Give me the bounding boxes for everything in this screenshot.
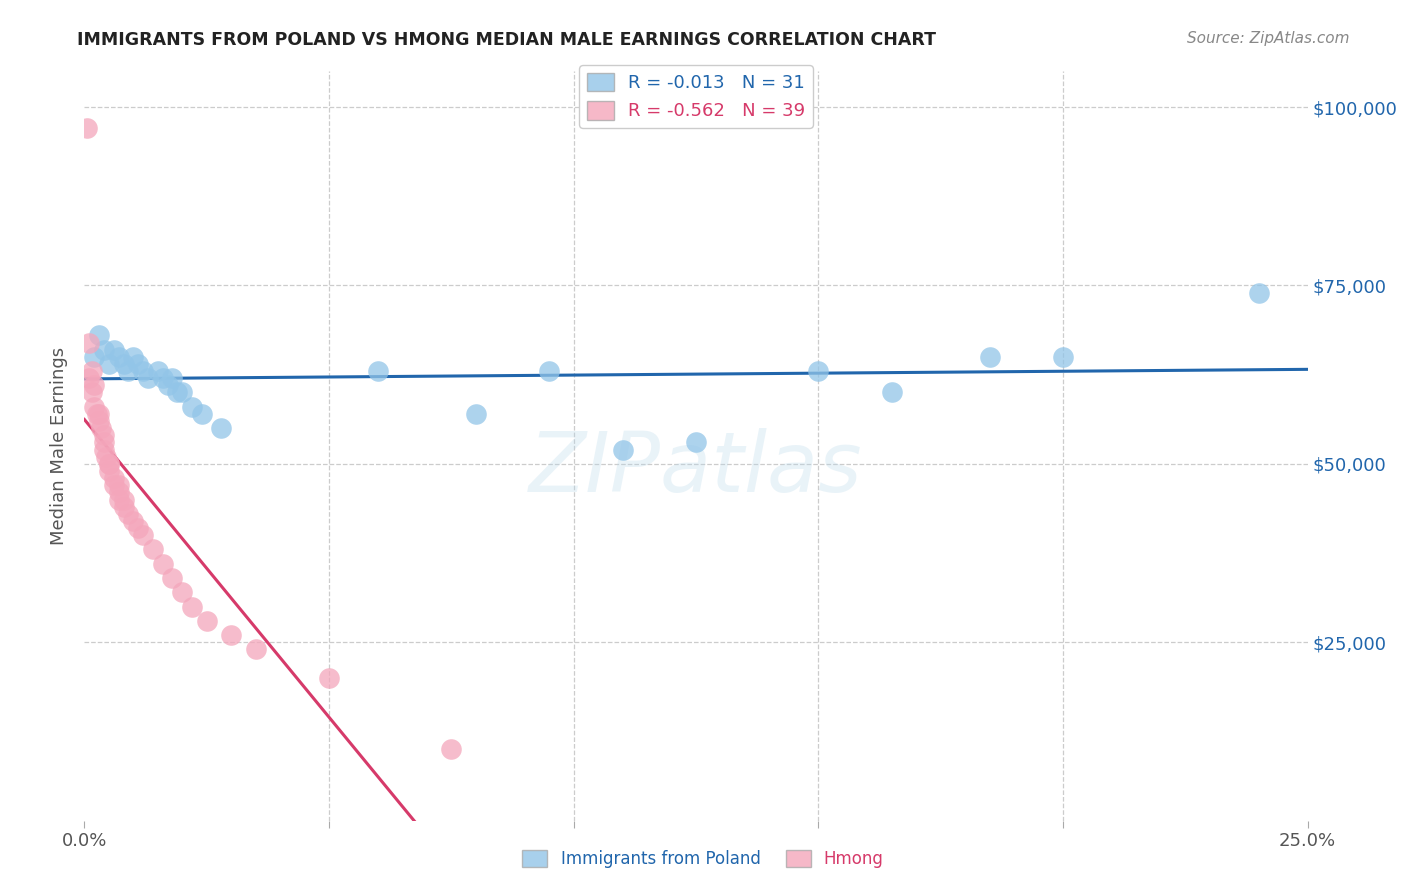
- Point: [87, 407, 110, 421]
- Point: [83, 350, 105, 364]
- Point: [538, 364, 561, 378]
- Point: [80, 385, 103, 400]
- Point: [117, 507, 139, 521]
- Point: [107, 350, 129, 364]
- Point: [181, 599, 204, 614]
- Point: [195, 614, 218, 628]
- Point: [86, 407, 108, 421]
- Point: [93, 343, 115, 357]
- Point: [117, 364, 139, 378]
- Point: [122, 350, 145, 364]
- Point: [146, 364, 169, 378]
- Point: [93, 428, 115, 442]
- Legend: Immigrants from Poland, Hmong: Immigrants from Poland, Hmong: [516, 843, 890, 875]
- Point: [807, 364, 830, 378]
- Point: [166, 385, 188, 400]
- Point: [112, 357, 135, 371]
- Point: [172, 385, 194, 400]
- Point: [122, 514, 145, 528]
- Point: [97, 457, 120, 471]
- Point: [83, 378, 105, 392]
- Point: [1247, 285, 1270, 300]
- Point: [245, 642, 267, 657]
- Point: [172, 585, 194, 599]
- Point: [880, 385, 903, 400]
- Point: [152, 371, 174, 385]
- Point: [156, 378, 179, 392]
- Point: [93, 435, 115, 450]
- Point: [162, 371, 184, 385]
- Point: [219, 628, 242, 642]
- Point: [103, 343, 125, 357]
- Text: ZIPatlas: ZIPatlas: [529, 428, 863, 509]
- Point: [112, 500, 135, 514]
- Point: [152, 557, 174, 571]
- Point: [107, 478, 129, 492]
- Point: [90, 421, 112, 435]
- Point: [191, 407, 214, 421]
- Y-axis label: Median Male Earnings: Median Male Earnings: [51, 347, 69, 545]
- Point: [76, 121, 98, 136]
- Point: [112, 492, 135, 507]
- Point: [77, 335, 100, 350]
- Point: [97, 357, 120, 371]
- Point: [318, 671, 340, 685]
- Point: [87, 328, 110, 343]
- Point: [979, 350, 1001, 364]
- Point: [1052, 350, 1074, 364]
- Point: [80, 364, 103, 378]
- Point: [367, 364, 389, 378]
- Point: [612, 442, 634, 457]
- Point: [97, 457, 120, 471]
- Point: [107, 492, 129, 507]
- Point: [97, 464, 120, 478]
- Point: [96, 450, 118, 464]
- Point: [464, 407, 486, 421]
- Point: [83, 400, 105, 414]
- Point: [127, 521, 149, 535]
- Point: [440, 742, 463, 756]
- Point: [132, 364, 155, 378]
- Point: [142, 542, 165, 557]
- Point: [93, 442, 115, 457]
- Point: [209, 421, 232, 435]
- Text: Source: ZipAtlas.com: Source: ZipAtlas.com: [1187, 31, 1350, 46]
- Point: [132, 528, 155, 542]
- Legend: R = -0.013   N = 31, R = -0.562   N = 39: R = -0.013 N = 31, R = -0.562 N = 39: [579, 65, 813, 128]
- Point: [103, 471, 125, 485]
- Point: [103, 478, 125, 492]
- Point: [162, 571, 184, 585]
- Point: [181, 400, 204, 414]
- Point: [77, 371, 100, 385]
- Point: [87, 414, 110, 428]
- Point: [107, 485, 129, 500]
- Point: [685, 435, 707, 450]
- Point: [127, 357, 149, 371]
- Text: IMMIGRANTS FROM POLAND VS HMONG MEDIAN MALE EARNINGS CORRELATION CHART: IMMIGRANTS FROM POLAND VS HMONG MEDIAN M…: [77, 31, 936, 49]
- Point: [136, 371, 159, 385]
